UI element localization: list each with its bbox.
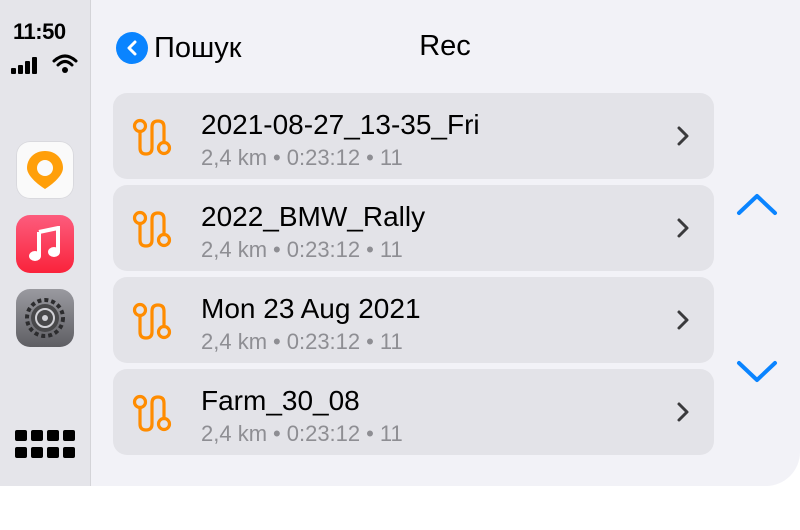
track-details: 2,4 km • 0:23:12 • 11 <box>201 145 403 171</box>
separator-dot: • <box>273 145 281 170</box>
separator-dot: • <box>366 145 374 170</box>
track-points: 11 <box>379 329 403 354</box>
route-icon <box>132 210 172 248</box>
track-row[interactable]: Farm_30_08 2,4 km • 0:23:12 • 11 <box>113 369 714 455</box>
track-name: Mon 23 Aug 2021 <box>201 293 421 324</box>
track-points: 11 <box>379 237 403 262</box>
back-button[interactable]: Пошук <box>116 30 241 66</box>
track-distance: 2,4 km <box>201 421 268 446</box>
scroll-down-button[interactable] <box>730 352 784 392</box>
cellular-signal-icon <box>11 57 37 74</box>
separator-dot: • <box>366 237 374 262</box>
chevron-right-icon <box>677 218 689 238</box>
route-icon <box>132 394 172 432</box>
track-name: 2021-08-27_13-35_Fri <box>201 109 480 140</box>
wifi-icon <box>52 54 78 73</box>
gear-icon <box>25 298 65 338</box>
carplay-screen: 11:50 <box>0 0 800 486</box>
route-icon <box>132 118 172 156</box>
track-duration: 0:23:12 <box>286 237 361 262</box>
track-row[interactable]: 2022_BMW_Rally 2,4 km • 0:23:12 • 11 <box>113 185 714 271</box>
chevron-right-icon <box>677 310 689 330</box>
track-duration: 0:23:12 <box>286 145 361 170</box>
chevron-left-icon <box>116 32 148 64</box>
scroll-up-button[interactable] <box>730 184 784 224</box>
route-icon <box>132 302 172 340</box>
music-app-icon[interactable] <box>16 215 74 273</box>
track-duration: 0:23:12 <box>286 329 361 354</box>
separator-dot: • <box>273 237 281 262</box>
map-pin-icon <box>27 151 63 189</box>
separator-dot: • <box>273 329 281 354</box>
chevron-up-icon <box>737 194 777 215</box>
track-points: 11 <box>379 145 403 170</box>
track-name: Farm_30_08 <box>201 385 360 416</box>
track-details: 2,4 km • 0:23:12 • 11 <box>201 237 403 263</box>
music-note-icon <box>29 226 60 261</box>
track-duration: 0:23:12 <box>286 421 361 446</box>
track-row[interactable]: 2021-08-27_13-35_Fri 2,4 km • 0:23:12 • 11 <box>113 93 714 179</box>
track-details: 2,4 km • 0:23:12 • 11 <box>201 329 403 355</box>
track-distance: 2,4 km <box>201 237 268 262</box>
track-distance: 2,4 km <box>201 145 268 170</box>
nav-header: Rec Пошук <box>90 0 800 92</box>
track-name: 2022_BMW_Rally <box>201 201 426 232</box>
track-distance: 2,4 km <box>201 329 268 354</box>
chevron-right-icon <box>677 402 689 422</box>
back-button-label: Пошук <box>154 31 242 64</box>
osmand-app-icon[interactable] <box>16 141 74 199</box>
page-title: Rec <box>419 30 471 62</box>
chevron-down-icon <box>737 361 777 382</box>
separator-dot: • <box>273 421 281 446</box>
settings-app-icon[interactable] <box>16 289 74 347</box>
separator-dot: • <box>366 421 374 446</box>
track-row[interactable]: Mon 23 Aug 2021 2,4 km • 0:23:12 • 11 <box>113 277 714 363</box>
track-details: 2,4 km • 0:23:12 • 11 <box>201 421 403 447</box>
chevron-right-icon <box>677 126 689 146</box>
status-time: 11:50 <box>13 19 66 44</box>
carplay-sidebar: 11:50 <box>0 0 91 486</box>
track-points: 11 <box>379 421 403 446</box>
separator-dot: • <box>366 329 374 354</box>
app-grid-icon[interactable] <box>15 430 75 462</box>
